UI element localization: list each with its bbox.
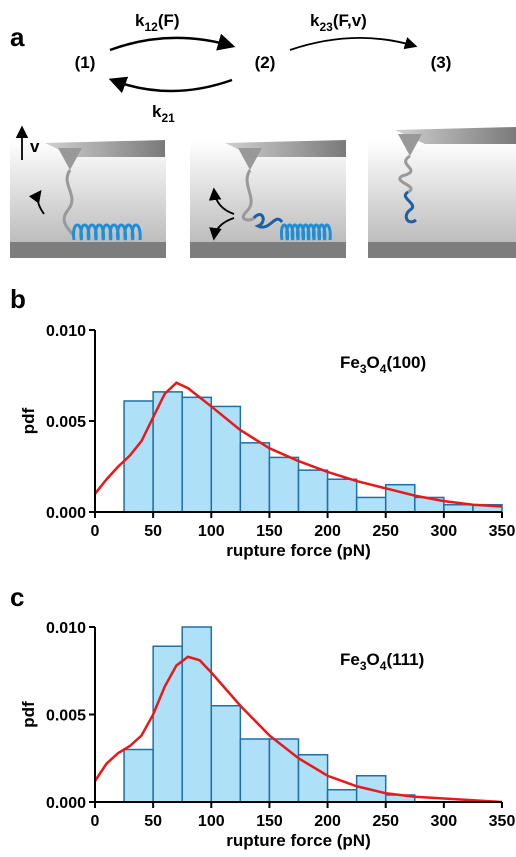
text-part: Fe — [340, 650, 360, 669]
bar — [326, 789, 358, 803]
state-label: (1) — [75, 53, 96, 72]
x-tick-label: 0 — [91, 523, 100, 540]
text-part: 3 — [360, 659, 367, 673]
bar — [152, 645, 183, 803]
rate-label: k21 — [152, 102, 175, 125]
text-part: (F,v) — [333, 11, 367, 30]
x-tick-label: 350 — [489, 523, 516, 540]
text-part: (100) — [386, 353, 426, 372]
bar — [355, 496, 387, 513]
y-axis-label: pdf — [19, 407, 38, 434]
rate-label: k23(F,v) — [310, 11, 367, 34]
scene — [10, 125, 516, 258]
arrow — [289, 37, 418, 51]
text-part: 4 — [380, 659, 387, 673]
x-tick-label: 150 — [256, 813, 283, 830]
x-tick-label: 50 — [144, 523, 162, 540]
y-tick-label: 0.005 — [46, 414, 86, 431]
fit-line — [94, 381, 503, 508]
text-part: (111) — [386, 650, 424, 669]
bar — [210, 705, 242, 803]
bar — [181, 396, 213, 513]
bar — [152, 391, 183, 513]
y-tick-label: 0.005 — [46, 708, 86, 725]
bar — [297, 469, 329, 513]
state-label: (3) — [431, 53, 452, 72]
text-part: k — [152, 102, 162, 121]
bar — [326, 478, 358, 513]
y-tick-label: 0.010 — [46, 323, 86, 340]
x-tick-label: 350 — [489, 813, 516, 830]
x-tick-label: 0 — [91, 813, 100, 830]
fit-line — [93, 655, 503, 804]
bar — [239, 442, 271, 513]
x-axis-label: rupture force (pN) — [226, 541, 371, 560]
state-label: (2) — [255, 53, 276, 72]
text-part: O — [367, 650, 380, 669]
y-axis-label: pdf — [19, 701, 38, 728]
annotation: Fe3O4(100) — [340, 353, 426, 376]
x-tick-label: 200 — [314, 813, 341, 830]
text-part: 21 — [161, 111, 175, 125]
y-tick-label: 0.000 — [46, 505, 86, 522]
rate-label: k12(F) — [135, 11, 180, 34]
bar — [268, 456, 300, 513]
text-part: 4 — [380, 362, 387, 376]
bar — [123, 748, 154, 803]
text-part: 12 — [144, 20, 158, 34]
bar — [181, 626, 213, 803]
y-tick-label: 0.010 — [46, 620, 86, 637]
text-part: (F) — [158, 11, 180, 30]
x-tick-label: 250 — [372, 813, 399, 830]
x-tick-label: 100 — [198, 523, 225, 540]
x-tick-label: 150 — [256, 523, 283, 540]
text-part: O — [367, 353, 380, 372]
text-part: k — [310, 11, 320, 30]
y-tick-label: 0.000 — [46, 795, 86, 812]
bar — [443, 503, 474, 513]
x-tick-label: 100 — [198, 813, 225, 830]
panel-label: b — [10, 284, 26, 314]
bar — [210, 405, 242, 513]
text-part: 23 — [319, 20, 333, 34]
x-tick-label: 300 — [431, 523, 458, 540]
x-axis-label: rupture force (pN) — [226, 831, 371, 850]
x-tick-label: 200 — [314, 523, 341, 540]
x-tick-label: 300 — [431, 813, 458, 830]
annotation: Fe3O4(111) — [340, 650, 424, 673]
bar — [239, 738, 271, 803]
x-tick-label: 250 — [372, 523, 399, 540]
panel-label: c — [10, 582, 24, 612]
velocity-label: v — [30, 137, 40, 156]
text-part: 3 — [360, 362, 367, 376]
x-tick-label: 50 — [144, 813, 162, 830]
arrow — [108, 76, 233, 94]
text-part: k — [135, 11, 145, 30]
text-part: Fe — [340, 353, 360, 372]
panel-label: a — [10, 22, 25, 52]
arrow — [109, 33, 236, 52]
